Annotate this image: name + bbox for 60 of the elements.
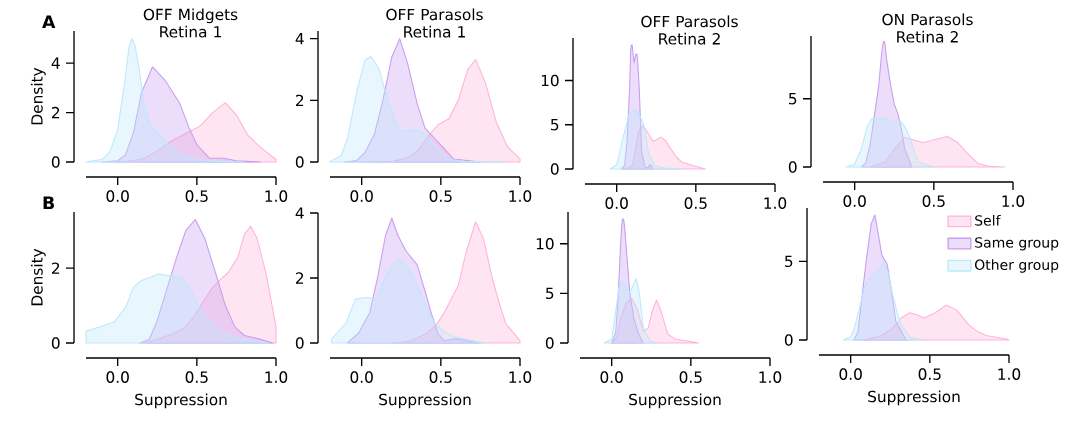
y-tick-label: 4: [51, 57, 60, 69]
x-tick-label: 0.5: [679, 371, 702, 383]
x-tick-label: 0.0: [350, 190, 373, 202]
x-axis-title: Suppression: [135, 393, 227, 409]
chart-title: ON Parasols Retina 2: [882, 13, 973, 43]
x-axis-title: Suppression: [379, 393, 471, 409]
y-axis-title: Density: [30, 67, 46, 125]
x-tick-label: 1.0: [265, 190, 288, 202]
y-tick-label: 0: [788, 161, 797, 173]
x-tick-label: 0.0: [843, 195, 866, 207]
y-tick-label: 5: [551, 119, 559, 131]
x-tick-label: 0.5: [429, 371, 452, 383]
x-tick-label: 0.5: [185, 190, 208, 202]
y-tick-label: 4: [295, 33, 304, 45]
y-tick-label: 2: [296, 272, 304, 284]
y-tick-label: 0: [295, 156, 304, 168]
y-axis-title: Density: [30, 248, 46, 306]
y-tick-label: 5: [785, 255, 793, 268]
legend-label: Other group: [975, 259, 1059, 273]
chart-title: OFF Parasols Retina 1: [386, 8, 483, 38]
x-tick-label: 1.0: [509, 371, 532, 383]
x-tick-label: 0.0: [605, 197, 628, 209]
x-tick-label: 0.5: [918, 368, 941, 380]
x-tick-label: 1.0: [759, 371, 782, 383]
y-tick-label: 5: [546, 287, 554, 300]
chart-title: OFF Midgets Retina 1: [143, 8, 238, 38]
x-tick-label: 0.5: [429, 190, 452, 202]
x-tick-label: 0.5: [684, 197, 707, 209]
text: B: [43, 196, 54, 210]
x-tick-label: 0.0: [106, 371, 129, 383]
x-tick-label: 1.0: [764, 197, 787, 209]
x-tick-label: 1.0: [1002, 195, 1025, 207]
y-tick-label: 5: [789, 93, 797, 105]
y-tick-label: 0: [51, 337, 60, 349]
x-tick-label: 1.0: [265, 371, 288, 383]
chart-title: OFF Parasols Retina 2: [641, 15, 738, 45]
x-tick-label: 0.0: [839, 368, 862, 380]
x-tick-label: 0.5: [185, 371, 208, 383]
x-tick-label: 1.0: [998, 368, 1021, 380]
y-tick-label: 0: [545, 337, 554, 349]
y-tick-label: 2: [296, 94, 304, 107]
legend-label: Same group: [975, 237, 1059, 251]
x-tick-label: 0.5: [922, 195, 945, 207]
text: A: [42, 15, 56, 29]
y-tick-label: 2: [52, 106, 60, 119]
y-tick-label: 2: [52, 262, 60, 274]
legend-label: Self: [975, 214, 1001, 226]
y-tick-label: 10: [536, 237, 554, 250]
y-tick-label: 0: [784, 334, 793, 346]
x-tick-label: 0.0: [106, 190, 129, 202]
x-tick-label: 1.0: [509, 190, 532, 202]
x-axis-title: Suppression: [629, 393, 721, 409]
y-tick-label: 0: [51, 156, 60, 168]
x-tick-label: 0.0: [350, 371, 373, 383]
y-tick-label: 0: [550, 163, 559, 175]
x-axis-title: Suppression: [868, 390, 960, 406]
y-tick-label: 0: [295, 337, 304, 349]
x-tick-label: 0.0: [600, 371, 623, 383]
y-tick-label: 10: [541, 74, 559, 87]
y-tick-label: 4: [295, 207, 304, 219]
